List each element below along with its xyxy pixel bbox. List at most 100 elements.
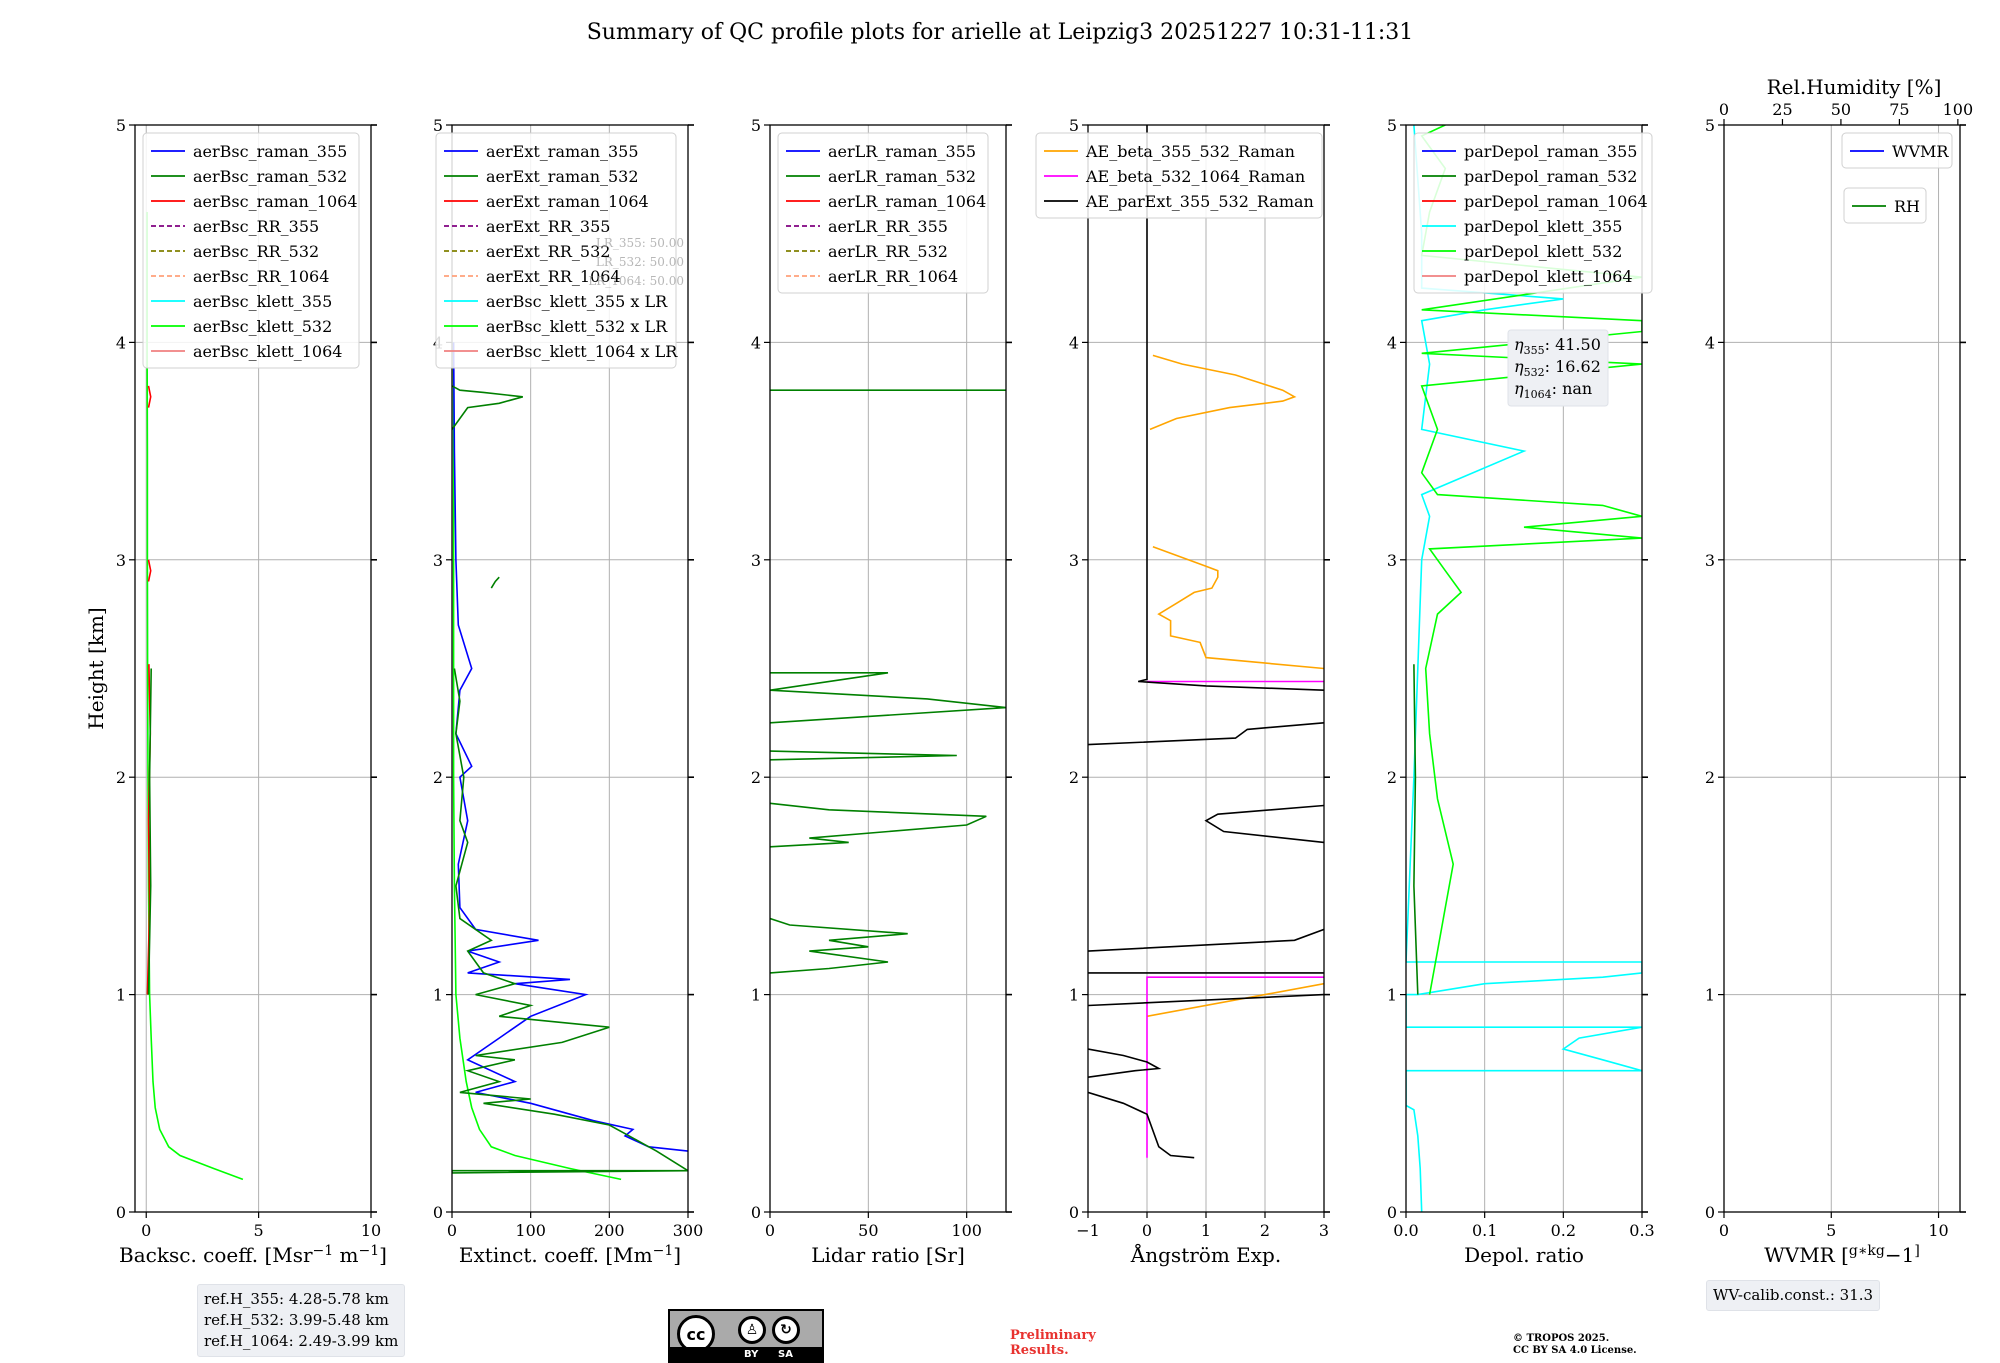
y-tick-label: 0	[433, 1203, 443, 1222]
wv-calib-const: WV-calib.const.: 31.3	[1713, 1286, 1874, 1304]
legend-label: aerBsc_klett_532 x LR	[486, 317, 668, 336]
y-tick-label: 2	[116, 768, 126, 787]
ref-height-1064: ref.H_1064: 2.49-3.99 km	[204, 1332, 399, 1350]
y-tick-label: 1	[116, 986, 126, 1005]
series-AE-beta-355-532-Raman-2-5-3-	[1152, 546, 1324, 670]
legend-box	[777, 132, 989, 294]
legend-box	[1035, 132, 1323, 219]
y-tick-label: 2	[433, 768, 443, 787]
y-tick-label: 2	[1387, 768, 1397, 787]
y-tick-label: 5	[1387, 116, 1397, 135]
legend-label: aerLR_RR_355	[828, 217, 948, 236]
legend-label: parDepol_klett_355	[1464, 217, 1622, 236]
legend-label: parDepol_raman_1064	[1464, 192, 1648, 211]
x-tick-label: 0	[141, 1221, 151, 1240]
top-x-tick-label: 50	[1831, 100, 1851, 119]
eta-label: η532: 16.62	[1514, 357, 1601, 379]
x-tick-label: 1	[1201, 1221, 1211, 1240]
y-tick-label: 4	[751, 333, 761, 352]
legend-label: aerExt_raman_532	[486, 167, 639, 186]
axes-frame	[134, 124, 372, 1213]
series-AE-beta-355-532-Raman-3-6-3-95-	[1149, 354, 1297, 431]
y-tick-label: 5	[116, 116, 126, 135]
legend-label: aerLR_RR_532	[828, 242, 948, 261]
x-tick-label: 10	[361, 1221, 381, 1240]
legend-label: parDepol_klett_532	[1464, 242, 1622, 261]
y-tick-label: 3	[751, 551, 761, 570]
axes-frame	[1723, 124, 1961, 1213]
series-aerExt-raman-355	[452, 342, 688, 1152]
y-tick-label: 0	[751, 1203, 761, 1222]
top-x-tick-label: 0	[1719, 100, 1729, 119]
x-tick-label: 0	[1142, 1221, 1152, 1240]
y-tick-label: 5	[1705, 116, 1715, 135]
x-tick-label: 2	[1260, 1221, 1270, 1240]
ref-height-532: ref.H_532: 3.99-5.48 km	[204, 1311, 389, 1329]
series-aerLR-raman-532-d	[770, 671, 1006, 724]
sa-share-icon: ↻	[772, 1316, 800, 1344]
wv-calib-box: WV-calib.const.: 31.3	[1706, 1280, 1881, 1311]
legend-backscatter: aerBsc_raman_355 aerBsc_raman_532 aerBsc_r…	[142, 132, 360, 369]
series-AE-parExt-355-532-Raman-g	[1088, 722, 1324, 746]
figure-title: Summary of QC profile plots for arielle …	[586, 20, 1414, 45]
y-tick-label: 1	[433, 986, 443, 1005]
legend-label: AE_parExt_355_532_Raman	[1085, 192, 1314, 211]
top-x-tick-label: 100	[1943, 100, 1974, 119]
x-tick-label: 0.3	[1629, 1221, 1654, 1240]
x-tick-label: 0.1	[1472, 1221, 1497, 1240]
series-aerExt-raman-532-3km-	[490, 576, 500, 589]
y-tick-label: 0	[1387, 1203, 1397, 1222]
series-AE-parExt-355-532-Raman-a	[1088, 1091, 1195, 1159]
cc-sa-label: SA	[778, 1349, 793, 1360]
x-axis-title: Depol. ratio	[1464, 1243, 1584, 1267]
top-x-tick-label: 75	[1889, 100, 1909, 119]
legend-label: aerBsc_raman_355	[193, 142, 347, 161]
legend-label: WVMR	[1892, 142, 1949, 161]
legend-rh: RH	[1843, 187, 1927, 224]
x-tick-label: 0.0	[1393, 1221, 1418, 1240]
x-tick-label: 3	[1319, 1221, 1329, 1240]
series-group	[1088, 125, 1324, 1159]
series-AE-parExt-355-532-Raman-e	[1088, 928, 1324, 952]
legend-label: aerBsc_klett_355	[193, 292, 332, 311]
lr-annotation: LR_355: 50.00	[596, 236, 684, 250]
x-tick-label: 50	[858, 1221, 878, 1240]
legend-box	[142, 132, 360, 369]
x-tick-label: −1	[1076, 1221, 1100, 1240]
x-tick-label: 0	[447, 1221, 457, 1240]
legend-label: AE_beta_355_532_Raman	[1085, 142, 1295, 161]
panel-depolarization: 0 1 2 3 4 5 0.0 0.1 0.2 0.3 Depol. ratio parDepol_r…	[1387, 116, 1655, 1267]
series-AE-parExt-355-532-Raman-c	[1088, 993, 1324, 1007]
legend-label: aerBsc_raman_1064	[193, 192, 358, 211]
series-aerLR-raman-532-b	[770, 802, 987, 848]
legend-label: aerBsc_RR_532	[193, 242, 319, 261]
legend-label: parDepol_raman_355	[1464, 142, 1637, 161]
series-AE-parExt-355-532-Raman-f	[1204, 804, 1324, 844]
legend-label: aerExt_raman_355	[486, 142, 639, 161]
axes-frame	[769, 124, 1007, 1213]
series-aerBsc-klett-532	[146, 212, 244, 1181]
series-group	[452, 342, 688, 1181]
series-aerBsc-raman-532	[147, 668, 152, 995]
y-tick-label: 1	[751, 986, 761, 1005]
y-tick-label: 3	[1387, 551, 1397, 570]
y-tick-label: 0	[1705, 1203, 1715, 1222]
y-tick-label: 4	[1069, 333, 1079, 352]
lr-annotation: LR_1064: 50.00	[588, 274, 684, 288]
y-tick-label: 5	[433, 116, 443, 135]
legend-label: AE_beta_532_1064_Raman	[1085, 167, 1305, 186]
legend-label: aerBsc_klett_1064	[193, 342, 342, 361]
x-axis-title: Lidar ratio [Sr]	[811, 1243, 965, 1267]
cc-by-sa-badge: cc ♙ ↻ BY SA	[668, 1309, 824, 1363]
series-aerBsc-raman-1064-4km-	[147, 385, 152, 408]
legend-label: aerBsc_RR_1064	[193, 267, 329, 286]
preliminary-notice: Preliminary Results.	[1010, 1328, 1096, 1358]
legend-wvmr: WVMR	[1841, 132, 1953, 169]
legend-label: aerBsc_RR_355	[193, 217, 319, 236]
x-tick-label: 0.2	[1551, 1221, 1576, 1240]
x-tick-label: 300	[673, 1221, 704, 1240]
y-tick-label: 2	[751, 768, 761, 787]
series-group	[770, 389, 1006, 974]
